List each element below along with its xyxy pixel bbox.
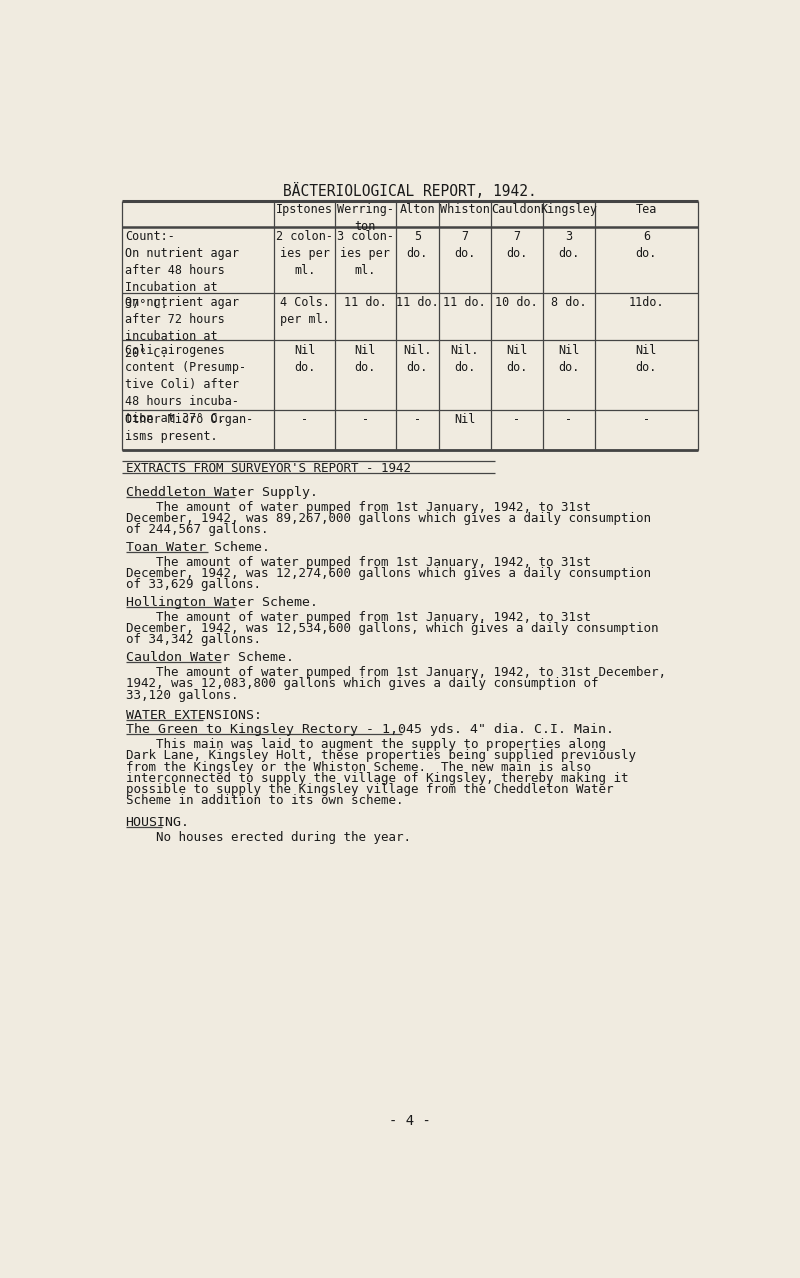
Text: Nil: Nil <box>454 413 475 426</box>
Text: December, 1942, was 89,267,000 gallons which gives a daily consumption: December, 1942, was 89,267,000 gallons w… <box>126 512 650 525</box>
Text: BÄCTERIOLOGICAL REPORT, 1942.: BÄCTERIOLOGICAL REPORT, 1942. <box>283 183 537 198</box>
Text: 2 colon-
ies per
ml.: 2 colon- ies per ml. <box>276 230 334 277</box>
Text: 5
do.: 5 do. <box>406 230 428 261</box>
Text: 33,120 gallons.: 33,120 gallons. <box>126 689 238 702</box>
Text: interconnected to supply the village of Kingsley, thereby making it: interconnected to supply the village of … <box>126 772 628 785</box>
Text: Nil
do.: Nil do. <box>636 344 657 373</box>
Text: 11 do.: 11 do. <box>396 295 438 309</box>
Text: 7
do.: 7 do. <box>506 230 527 261</box>
Text: -: - <box>414 413 421 426</box>
Text: Count:-
On nutrient agar
after 48 hours
Incubation at
37° C.: Count:- On nutrient agar after 48 hours … <box>125 230 239 312</box>
Text: Cheddleton Water Supply.: Cheddleton Water Supply. <box>126 486 318 498</box>
Text: -: - <box>565 413 572 426</box>
Text: - 4 -: - 4 - <box>389 1114 431 1128</box>
Text: December, 1942, was 12,534,600 gallons, which gives a daily consumption: December, 1942, was 12,534,600 gallons, … <box>126 622 658 635</box>
Text: from the Kingsley or the Whiston Scheme.  The new main is also: from the Kingsley or the Whiston Scheme.… <box>126 760 590 773</box>
Text: The amount of water pumped from 1st January, 1942, to 31st: The amount of water pumped from 1st Janu… <box>126 501 590 514</box>
Text: Nil
do.: Nil do. <box>354 344 376 373</box>
Text: 10 do.: 10 do. <box>495 295 538 309</box>
Text: Hollington Water Scheme.: Hollington Water Scheme. <box>126 596 318 608</box>
Text: Cauldon: Cauldon <box>492 203 542 216</box>
Text: 1942, was 12,083,800 gallons which gives a daily consumption of: 1942, was 12,083,800 gallons which gives… <box>126 677 598 690</box>
Text: 11 do.: 11 do. <box>344 295 386 309</box>
Text: The amount of water pumped from 1st January, 1942, to 31st: The amount of water pumped from 1st Janu… <box>126 611 590 624</box>
Text: Dark Lane, Kingsley Holt, these properties being supplied previously: Dark Lane, Kingsley Holt, these properti… <box>126 749 635 763</box>
Text: Nil
do.: Nil do. <box>506 344 527 373</box>
Text: -: - <box>362 413 369 426</box>
Text: Nil
do.: Nil do. <box>294 344 315 373</box>
Text: Nil.
do.: Nil. do. <box>450 344 479 373</box>
Text: WATER EXTENSIONS:: WATER EXTENSIONS: <box>126 709 262 722</box>
Text: Nil.
do.: Nil. do. <box>403 344 431 373</box>
Text: Toan Water Scheme.: Toan Water Scheme. <box>126 541 270 553</box>
Text: Kingsley: Kingsley <box>540 203 597 216</box>
Text: December, 1942, was 12,274,600 gallons which gives a daily consumption: December, 1942, was 12,274,600 gallons w… <box>126 567 650 580</box>
Text: The Green to Kingsley Rectory - 1,045 yds. 4" dia. C.I. Main.: The Green to Kingsley Rectory - 1,045 yd… <box>126 723 614 736</box>
Text: -: - <box>643 413 650 426</box>
Text: 7
do.: 7 do. <box>454 230 475 261</box>
Text: 6
do.: 6 do. <box>636 230 657 261</box>
Text: possible to supply the Kingsley village from the Cheddleton Water: possible to supply the Kingsley village … <box>126 783 613 796</box>
Text: -: - <box>302 413 308 426</box>
Text: The amount of water pumped from 1st January, 1942, to 31st: The amount of water pumped from 1st Janu… <box>126 556 590 569</box>
Text: 3 colon-
ies per
ml.: 3 colon- ies per ml. <box>337 230 394 277</box>
Text: Ipstones: Ipstones <box>276 203 334 216</box>
Text: 11 do.: 11 do. <box>443 295 486 309</box>
Text: 8 do.: 8 do. <box>550 295 586 309</box>
Text: No houses erected during the year.: No houses erected during the year. <box>126 832 410 845</box>
Text: Coli airogenes
content (Presump-
tive Coli) after
48 hours incuba-
tion at 37° C: Coli airogenes content (Presump- tive Co… <box>125 344 246 424</box>
Text: of 244,567 gallons.: of 244,567 gallons. <box>126 524 268 537</box>
Text: Alton: Alton <box>399 203 435 216</box>
Text: Nil
do.: Nil do. <box>558 344 579 373</box>
Text: Cauldon Water Scheme.: Cauldon Water Scheme. <box>126 651 294 663</box>
Text: On nutrient agar
after 72 hours
incubation at
20° C.: On nutrient agar after 72 hours incubati… <box>125 295 239 360</box>
Text: Whiston: Whiston <box>440 203 490 216</box>
Text: The amount of water pumped from 1st January, 1942, to 31st December,: The amount of water pumped from 1st Janu… <box>126 666 666 679</box>
Text: 3
do.: 3 do. <box>558 230 579 261</box>
Text: Werring-
ton: Werring- ton <box>337 203 394 234</box>
Text: Scheme in addition to its own scheme.: Scheme in addition to its own scheme. <box>126 794 403 806</box>
Text: 11do.: 11do. <box>629 295 664 309</box>
Text: Tea: Tea <box>636 203 657 216</box>
Text: This main was laid to augment the supply to properties along: This main was laid to augment the supply… <box>126 739 606 751</box>
Text: -: - <box>513 413 520 426</box>
Text: of 33,629 gallons.: of 33,629 gallons. <box>126 579 261 592</box>
Text: EXTRACTS FROM SURVEYOR'S REPORT - 1942: EXTRACTS FROM SURVEYOR'S REPORT - 1942 <box>126 463 410 475</box>
Text: 4 Cols.
per ml.: 4 Cols. per ml. <box>280 295 330 326</box>
Text: HOUSING.: HOUSING. <box>126 815 190 829</box>
Text: Other Micro Organ-
isms present.: Other Micro Organ- isms present. <box>125 413 253 443</box>
Text: of 34,342 gallons.: of 34,342 gallons. <box>126 634 261 647</box>
